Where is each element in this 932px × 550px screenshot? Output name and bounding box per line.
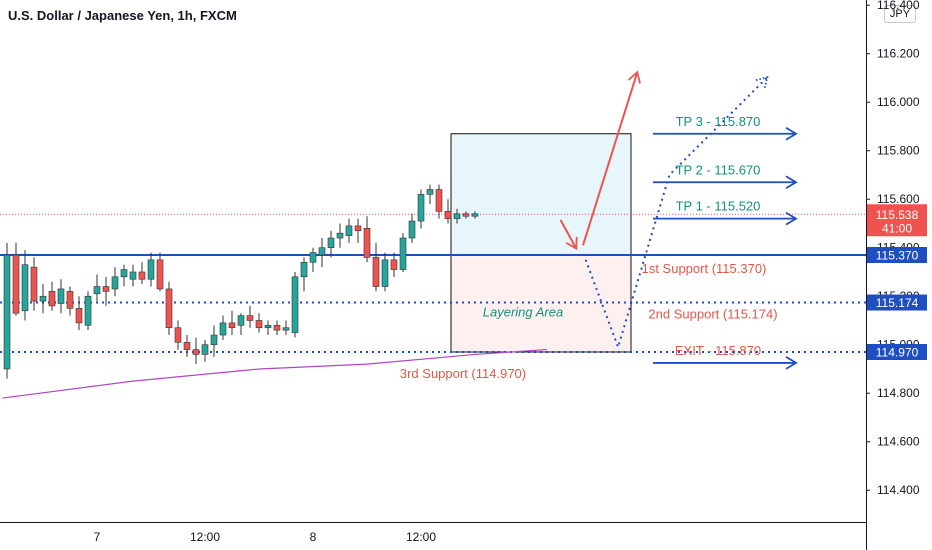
scenario-arrow (582, 70, 641, 246)
candle (354, 225, 362, 232)
candle (246, 315, 254, 321)
current-price-badge (867, 204, 927, 237)
candle (138, 271, 146, 280)
candle (192, 349, 200, 355)
x-tick-label: 7 (94, 530, 101, 544)
candle (201, 344, 209, 355)
candle (318, 247, 326, 256)
candle (237, 315, 245, 326)
target-label: TP 1 - 115.520 (676, 199, 761, 214)
candle (21, 264, 29, 312)
candle (417, 194, 425, 222)
candle (399, 237, 407, 270)
x-tick-label: 12:00 (190, 530, 220, 544)
candle (111, 276, 119, 290)
y-tick-label: 114.400 (877, 483, 920, 497)
candle (39, 295, 47, 302)
candle (75, 308, 83, 324)
target-label: TP 2 - 115.670 (676, 162, 761, 177)
candle (66, 291, 74, 309)
candle (93, 286, 101, 295)
chart-title: U.S. Dollar / Japanese Yen, 1h, FXCM (8, 8, 237, 23)
candle (120, 269, 128, 278)
candle (444, 211, 452, 219)
candle (3, 254, 11, 370)
candle (282, 327, 290, 331)
candle (291, 276, 299, 333)
y-tick-label: 114.800 (877, 386, 920, 400)
candle (345, 225, 353, 236)
candle (390, 259, 398, 270)
candle (471, 213, 479, 217)
x-tick-label: 8 (310, 530, 317, 544)
target-label: TP 3 - 115.870 (676, 114, 761, 129)
level-badge-label: 114.970 (876, 346, 919, 360)
candle (264, 325, 272, 329)
scenario-arrow (559, 219, 578, 251)
candle (372, 257, 380, 287)
candle (363, 228, 371, 258)
moving-average-line (2, 348, 548, 399)
candle (453, 213, 461, 219)
y-tick-label: 114.600 (877, 435, 920, 449)
y-tick-label: 116.200 (877, 47, 920, 61)
countdown-label: 41:00 (882, 221, 912, 235)
current-price-label: 115.538 (876, 208, 919, 222)
candle (273, 325, 281, 331)
candle (435, 189, 443, 212)
level-badge-label: 115.174 (876, 296, 919, 310)
exit-label: EXIT - 115.870 (675, 343, 761, 358)
candle (426, 189, 434, 195)
candle (12, 254, 20, 314)
candle (210, 334, 218, 346)
candle (129, 271, 137, 280)
layering-area-label: Layering Area (483, 305, 563, 320)
candle (219, 322, 227, 336)
y-tick-label: 115.600 (877, 192, 920, 206)
candle (336, 232, 344, 239)
level-badge (867, 344, 927, 360)
candle (228, 322, 236, 329)
x-tick-label: 12:00 (406, 530, 436, 544)
support-label: 3rd Support (114.970) (400, 366, 526, 381)
candle (57, 288, 65, 304)
target-zone (450, 133, 632, 256)
candle (165, 288, 173, 329)
candle (48, 291, 56, 307)
y-tick-label: 116.000 (877, 95, 920, 109)
candle (300, 261, 308, 278)
level-badge (867, 247, 927, 263)
candle (255, 320, 263, 329)
candle (102, 286, 110, 292)
candle (147, 259, 155, 280)
candle (84, 295, 92, 326)
y-tick-label: 116.400 (877, 0, 920, 12)
candle (156, 259, 164, 290)
candle (174, 327, 182, 343)
candle (408, 220, 416, 239)
y-tick-label: 115.800 (877, 144, 920, 158)
support-label: 2nd Support (115.174) (648, 307, 777, 322)
candle (327, 237, 335, 249)
candle (381, 259, 389, 287)
level-badge (867, 294, 927, 311)
support-label: 1st Support (115.370) (642, 261, 767, 276)
currency-badge[interactable]: JPY (884, 5, 916, 23)
candle (309, 252, 317, 263)
candle (462, 213, 470, 217)
candle (30, 266, 38, 302)
candle (183, 341, 191, 350)
level-badge-label: 115.370 (876, 249, 919, 263)
